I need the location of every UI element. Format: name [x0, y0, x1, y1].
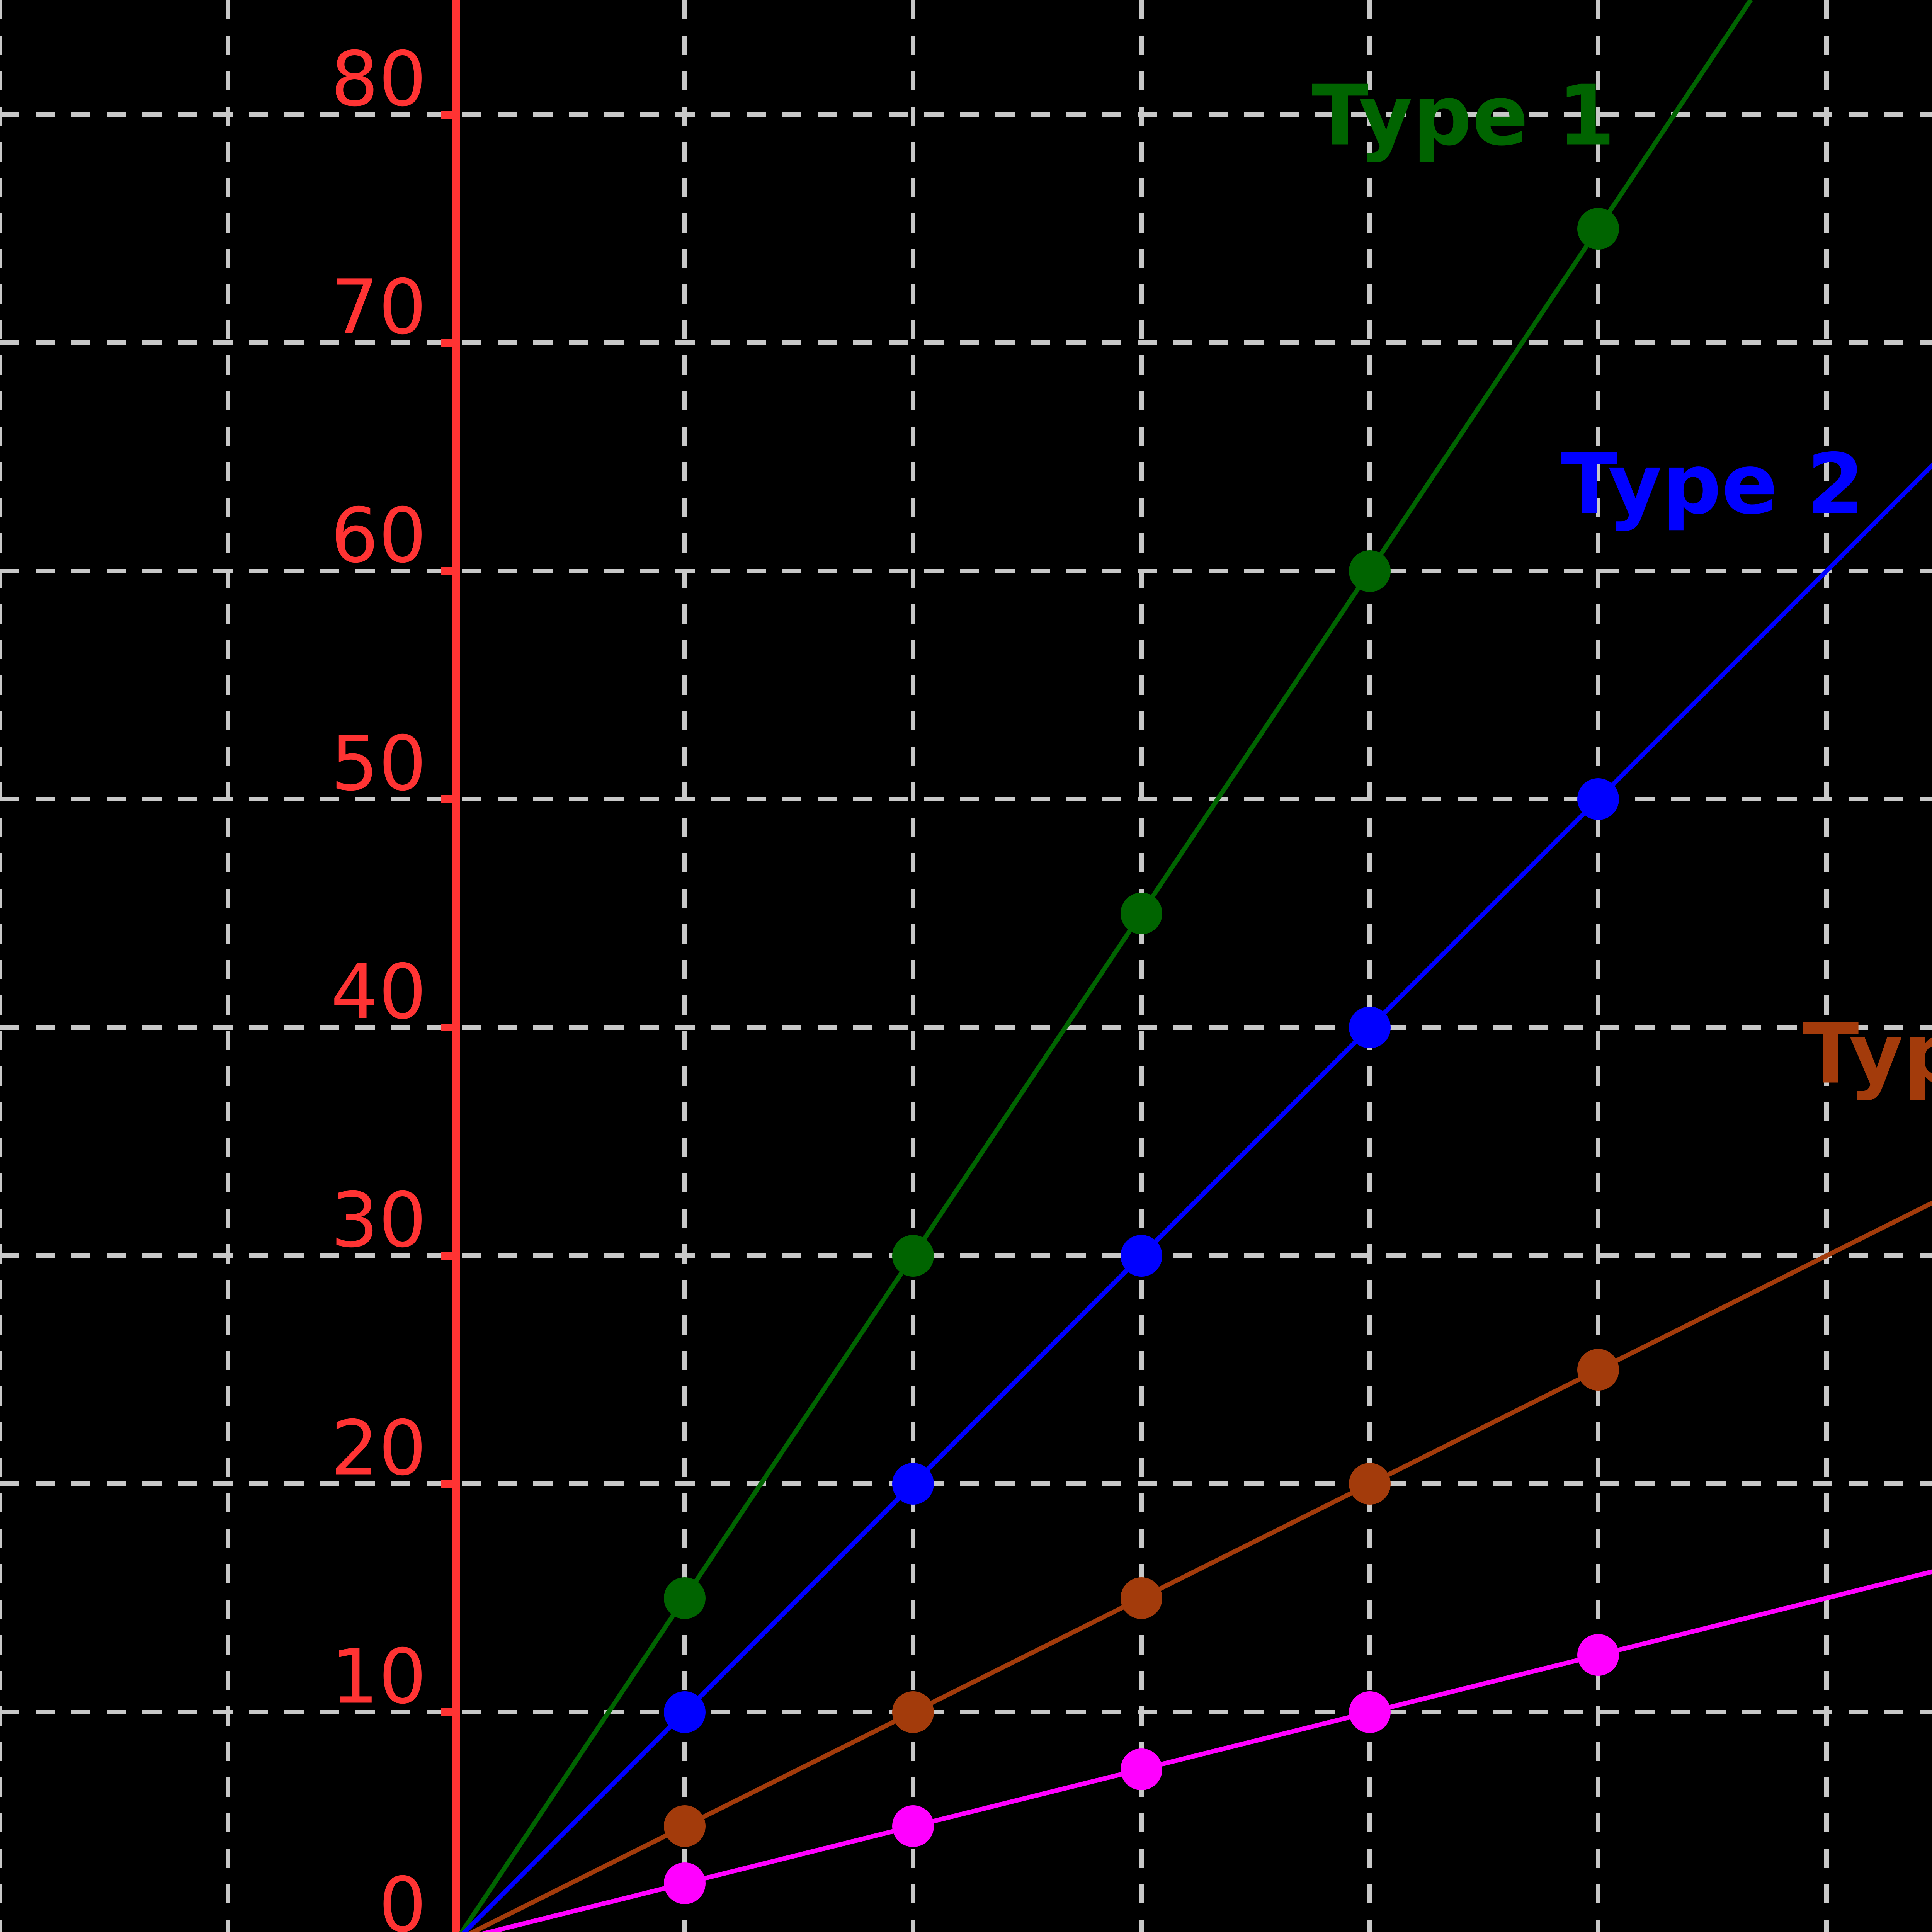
- y-axis-label-40: 40: [330, 948, 427, 1036]
- y-axis-label-10: 10: [330, 1633, 427, 1721]
- series-line-type-2: [225, 0, 1932, 1932]
- y-axis-label-20: 20: [330, 1404, 427, 1492]
- data-point-type-2: [1349, 1007, 1391, 1049]
- horizontal-gridline-y40: [0, 1025, 1932, 1030]
- data-point-type-3: [663, 1805, 706, 1847]
- data-point-type-1: [1577, 207, 1619, 250]
- data-point-type-1: [1120, 892, 1162, 934]
- data-point-type-4: [1120, 1748, 1162, 1790]
- data-point-type-2: [1577, 778, 1619, 820]
- y-axis-label-60: 60: [330, 492, 427, 580]
- data-point-type-3: [892, 1691, 934, 1733]
- series-label-type-3: Type 3: [1802, 1005, 1932, 1102]
- vertical-gridline-x-5: [225, 0, 230, 1932]
- y-axis-label-30: 30: [330, 1176, 427, 1264]
- data-point-type-1: [1349, 550, 1391, 592]
- vertical-gridline-x10: [910, 0, 915, 1932]
- vertical-gridline-x25: [1596, 0, 1600, 1932]
- data-point-type-3: [1577, 1349, 1619, 1391]
- horizontal-gridline-y10: [0, 1710, 1932, 1715]
- vertical-gridline-x20: [1367, 0, 1372, 1932]
- y-axis-label-50: 50: [330, 719, 427, 808]
- vertical-gridline-x15: [1139, 0, 1144, 1932]
- horizontal-gridline-y70: [0, 340, 1932, 345]
- series-label-type-1: Type 1: [1311, 67, 1616, 164]
- data-point-type-2: [892, 1463, 934, 1505]
- data-point-type-1: [892, 1235, 934, 1277]
- series-label-type-2: Type 2: [1561, 435, 1865, 533]
- vertical-gridline-x-10: [0, 0, 2, 1932]
- vertical-gridline-x5: [682, 0, 687, 1932]
- horizontal-gridline-y20: [0, 1481, 1932, 1486]
- y-axis-label-0: 0: [378, 1861, 427, 1932]
- vertical-gridline-x30: [1824, 0, 1829, 1932]
- data-point-type-2: [663, 1691, 706, 1733]
- series-line-type-1: [301, 0, 1753, 1932]
- data-point-type-4: [663, 1862, 706, 1905]
- data-point-type-4: [1577, 1634, 1619, 1676]
- data-point-type-2: [1120, 1235, 1162, 1277]
- data-point-type-3: [1349, 1463, 1391, 1505]
- y-axis: [452, 0, 460, 1932]
- data-point-type-3: [1120, 1577, 1162, 1619]
- y-axis-label-80: 80: [330, 35, 427, 123]
- data-point-type-4: [892, 1805, 934, 1847]
- y-axis-label-70: 70: [330, 263, 427, 351]
- horizontal-gridline-y60: [0, 568, 1932, 573]
- horizontal-gridline-y50: [0, 797, 1932, 802]
- horizontal-gridline-y30: [0, 1253, 1932, 1258]
- data-point-type-1: [663, 1577, 706, 1619]
- data-point-type-4: [1349, 1691, 1391, 1733]
- horizontal-gridline-y80: [0, 112, 1932, 117]
